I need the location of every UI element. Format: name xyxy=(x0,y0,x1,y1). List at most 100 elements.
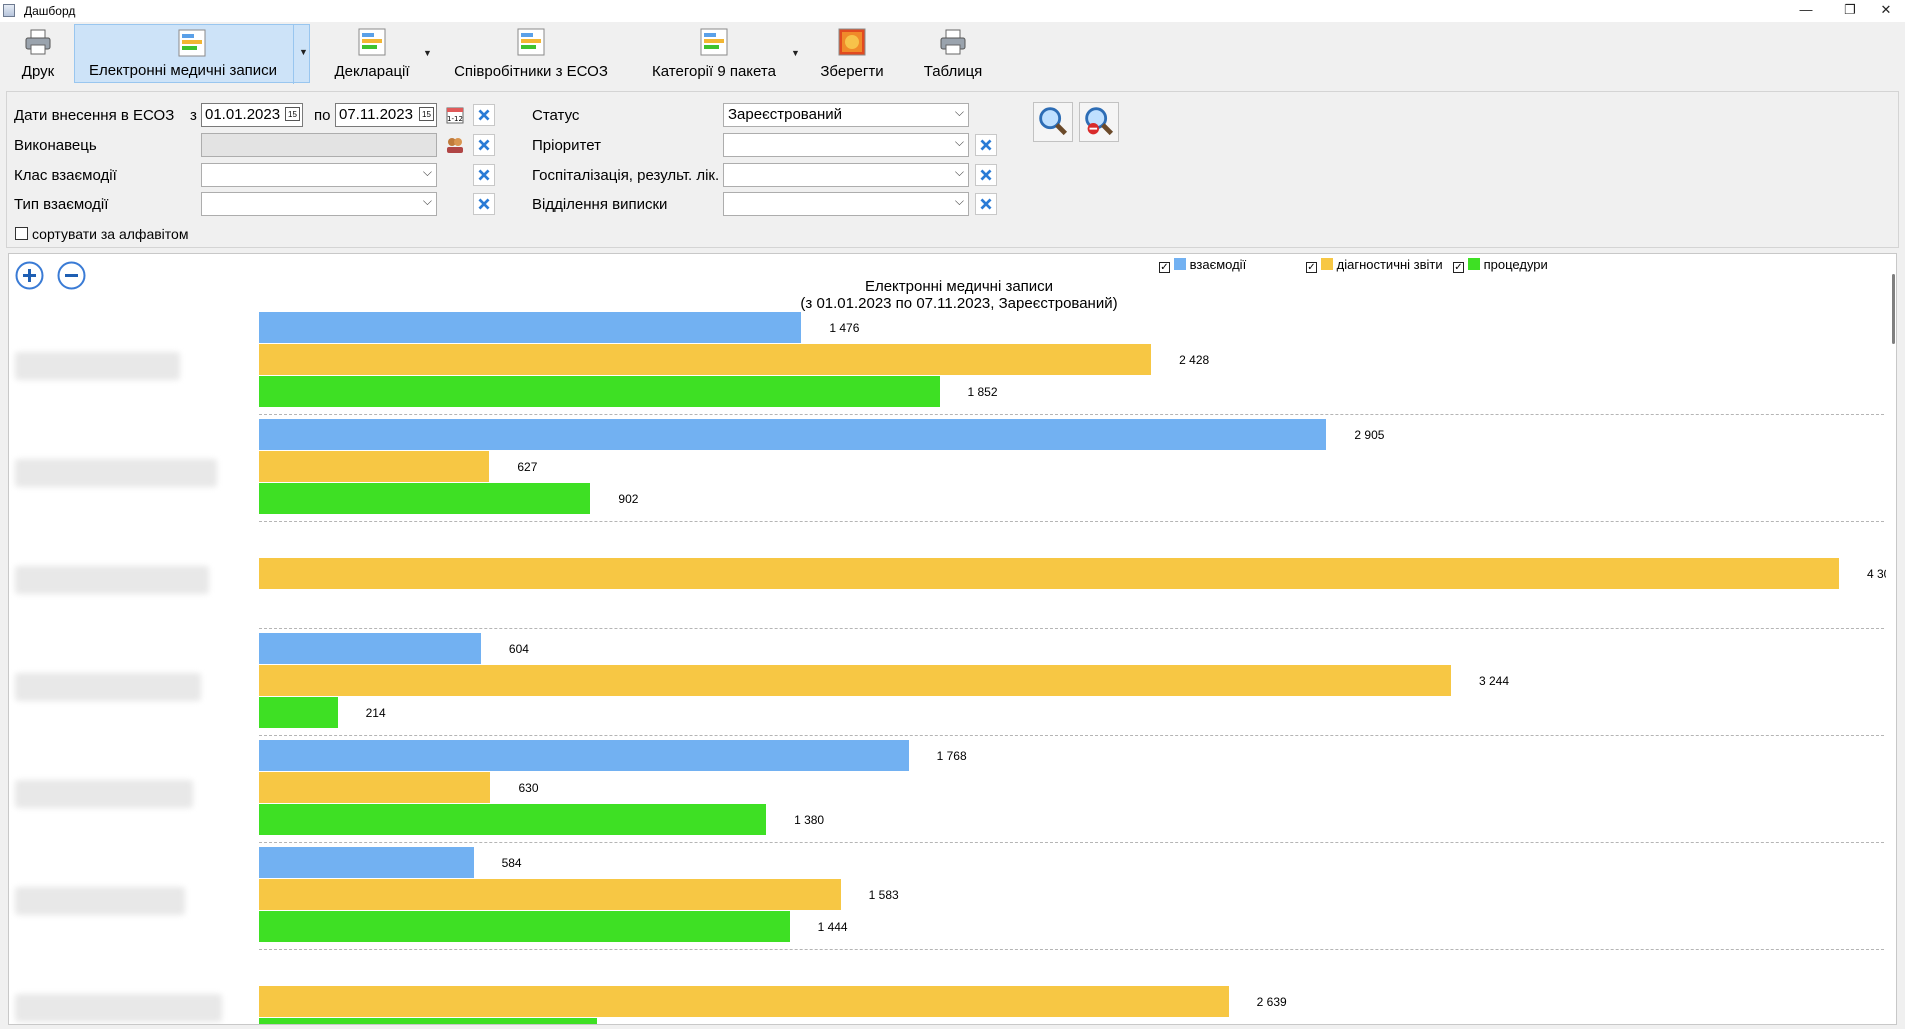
bar-value-label: 630 xyxy=(518,781,539,795)
clear-executor-icon[interactable] xyxy=(473,134,495,156)
discharge-dept-label: Відділення виписки xyxy=(532,196,668,213)
declarations-button[interactable]: Декларації xyxy=(326,24,418,83)
checkbox-checked-icon[interactable]: ✓ xyxy=(1453,262,1464,273)
printer-icon xyxy=(940,29,966,55)
clear-interaction-type-icon[interactable] xyxy=(473,193,495,215)
bar-diag_reports[interactable] xyxy=(259,772,491,803)
svg-text:1-12: 1-12 xyxy=(447,115,463,123)
legend-procedures[interactable]: ✓ процедури xyxy=(1453,257,1548,273)
window-title: Дашборд xyxy=(24,4,76,18)
hospitalization-select[interactable]: ⌵ xyxy=(723,163,969,187)
bar-interactions[interactable] xyxy=(259,633,481,664)
legend-swatch xyxy=(1174,258,1186,270)
zoom-out-icon[interactable] xyxy=(57,261,86,290)
reset-search-button[interactable] xyxy=(1079,102,1119,142)
chevron-down-icon: ⌵ xyxy=(954,194,964,208)
magnifier-icon xyxy=(1039,107,1068,136)
calendar-icon[interactable]: 15 xyxy=(285,107,300,121)
status-select[interactable]: Зареєстрований ⌵ xyxy=(723,103,969,127)
bar-procedures[interactable] xyxy=(259,1018,598,1024)
date-to-value: 07.11.2023 xyxy=(339,106,413,123)
legend-diag-reports-label: діагностичні звіти xyxy=(1336,257,1443,272)
legend-diag-reports[interactable]: ✓ діагностичні звіти xyxy=(1306,257,1443,273)
vertical-scrollbar[interactable] xyxy=(1886,254,1896,1024)
priority-select[interactable]: ⌵ xyxy=(723,133,969,157)
users-icon[interactable] xyxy=(444,134,466,156)
interaction-type-select[interactable]: ⌵ xyxy=(201,192,437,216)
bar-value-label: 1 768 xyxy=(936,749,967,763)
bar-interactions[interactable] xyxy=(259,740,909,771)
bar-procedures[interactable] xyxy=(259,376,940,407)
date-to-input[interactable]: 07.11.2023 15 xyxy=(335,103,437,127)
legend-procedures-label: процедури xyxy=(1483,257,1548,272)
category-label xyxy=(15,887,185,915)
clear-interaction-class-icon[interactable] xyxy=(473,164,495,186)
checkbox-checked-icon[interactable]: ✓ xyxy=(1159,262,1170,273)
bar-procedures[interactable] xyxy=(259,483,591,514)
bar-procedures[interactable] xyxy=(259,911,790,942)
search-button[interactable] xyxy=(1033,102,1073,142)
emr-dropdown-icon[interactable]: ▼ xyxy=(299,47,308,57)
calendar-icon[interactable]: 15 xyxy=(419,107,434,121)
title-bar: Дашборд — ❐ ✕ xyxy=(0,0,1905,22)
legend-interactions[interactable]: ✓ взаємодії xyxy=(1159,257,1246,273)
sort-alpha-checkbox[interactable] xyxy=(15,227,28,240)
bar-value-label: 1 380 xyxy=(794,813,825,827)
print-button[interactable]: Друк xyxy=(8,24,68,83)
magnifier-cancel-icon xyxy=(1085,107,1114,136)
save-button[interactable]: Зберегти xyxy=(812,24,892,83)
chevron-down-icon: ⌵ xyxy=(422,194,432,208)
bar-value-label: 584 xyxy=(501,856,522,870)
bar-diag_reports[interactable] xyxy=(259,344,1152,375)
restore-button[interactable]: ❐ xyxy=(1844,2,1856,17)
date-from-input[interactable]: 01.01.2023 15 xyxy=(201,103,303,127)
clear-hospitalization-icon[interactable] xyxy=(975,164,997,186)
table-label: Таблиця xyxy=(923,63,983,80)
to-label: по xyxy=(314,107,331,124)
chevron-down-icon: ⌵ xyxy=(954,135,964,149)
categories-dropdown-icon[interactable]: ▼ xyxy=(791,48,800,58)
bar-value-label: 1 583 xyxy=(868,888,899,902)
clear-dates-icon[interactable] xyxy=(473,104,495,126)
bar-diag_reports[interactable] xyxy=(259,879,841,910)
emr-label: Електронні медичні записи xyxy=(88,62,278,79)
bar-procedures[interactable] xyxy=(259,804,767,835)
emr-button[interactable]: Електронні медичні записи ▼ xyxy=(74,24,310,84)
bar-diag_reports[interactable] xyxy=(259,665,1451,696)
employees-button[interactable]: Співробітники з ЕСОЗ xyxy=(448,24,614,83)
bar-procedures[interactable] xyxy=(259,697,338,728)
bar-interactions[interactable] xyxy=(259,847,474,878)
employees-label: Співробітники з ЕСОЗ xyxy=(454,63,608,80)
emr-dropdown-separator xyxy=(293,25,294,84)
bar-interactions[interactable] xyxy=(259,312,802,343)
bar-value-label: 902 xyxy=(618,492,639,506)
checkbox-checked-icon[interactable]: ✓ xyxy=(1306,262,1317,273)
table-button[interactable]: Таблиця xyxy=(912,24,994,83)
declarations-dropdown-icon[interactable]: ▼ xyxy=(423,48,432,58)
bar-chart-icon xyxy=(178,29,206,57)
bar-value-label: 627 xyxy=(517,460,538,474)
bar-value-label: 1 444 xyxy=(817,920,848,934)
group-separator xyxy=(259,842,1889,843)
bar-value-label: 3 244 xyxy=(1478,674,1509,688)
save-label: Зберегти xyxy=(820,63,884,80)
scrollbar-thumb[interactable] xyxy=(1892,274,1895,344)
executor-field[interactable] xyxy=(201,133,437,157)
zoom-in-icon[interactable] xyxy=(15,261,44,290)
clear-discharge-dept-icon[interactable] xyxy=(975,193,997,215)
bar-interactions[interactable] xyxy=(259,419,1327,450)
close-button[interactable]: ✕ xyxy=(1880,2,1892,17)
bar-diag_reports[interactable] xyxy=(259,451,490,482)
category-label xyxy=(15,566,209,594)
interaction-class-select[interactable]: ⌵ xyxy=(201,163,437,187)
discharge-dept-select[interactable]: ⌵ xyxy=(723,192,969,216)
clear-priority-icon[interactable] xyxy=(975,134,997,156)
chart-panel: ✓ взаємодії ✓ діагностичні звіти ✓ проце… xyxy=(8,253,1897,1025)
bar-diag_reports[interactable] xyxy=(259,986,1229,1017)
minimize-button[interactable]: — xyxy=(1799,2,1813,17)
period-calendar-icon[interactable]: 1-12 xyxy=(444,104,466,126)
bar-diag_reports[interactable] xyxy=(259,558,1839,589)
bar-value-label: 2 428 xyxy=(1179,353,1210,367)
categories-button[interactable]: Категорії 9 пакета xyxy=(646,24,782,83)
bar-chart-icon xyxy=(517,28,545,56)
